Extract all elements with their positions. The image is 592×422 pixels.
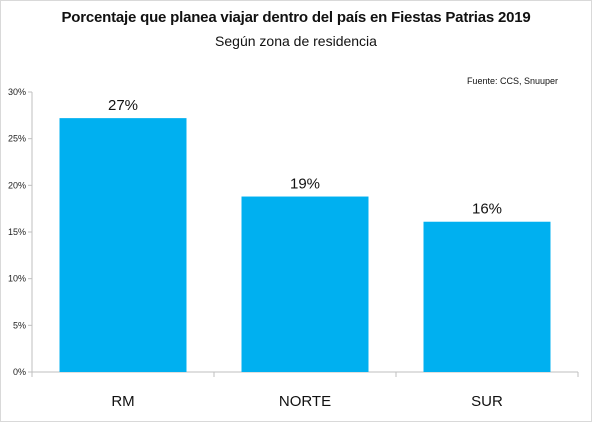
x-category-label: RM [111,393,134,410]
data-label: 16% [472,201,502,218]
y-tick-label: 30% [8,87,26,97]
x-category-label: SUR [471,393,503,410]
y-tick-label: 25% [8,134,26,144]
data-label: 27% [108,97,138,114]
x-category-label: NORTE [279,393,331,410]
y-tick-label: 0% [13,367,26,377]
bar [59,118,187,372]
bar [423,221,551,372]
y-tick-label: 15% [8,227,26,237]
y-tick-label: 10% [8,274,26,284]
y-tick-label: 20% [8,180,26,190]
chart-subtitle: Según zona de residencia [215,33,377,49]
chart-title: Porcentaje que planea viajar dentro del … [61,9,531,26]
y-tick-label: 5% [13,320,26,330]
chart-source: Fuente: CCS, Snuuper [466,76,558,86]
bar [241,196,369,372]
data-label: 19% [290,176,320,193]
